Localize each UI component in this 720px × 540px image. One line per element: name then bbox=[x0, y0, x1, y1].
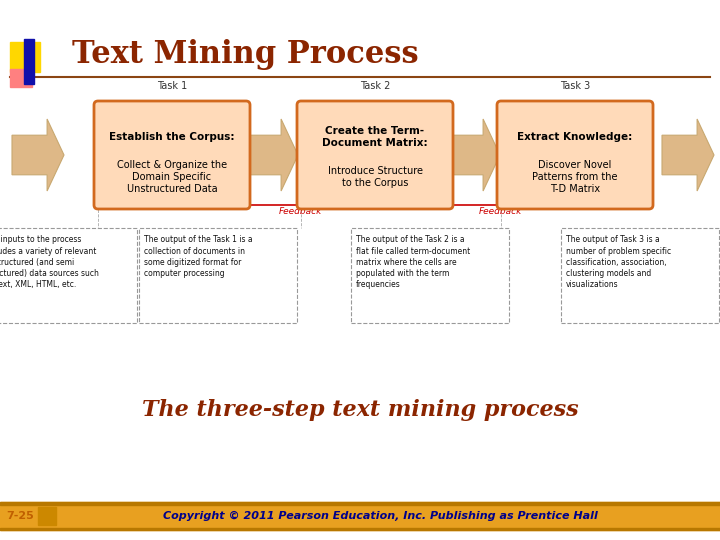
Polygon shape bbox=[246, 119, 298, 191]
Bar bbox=[0, 528, 720, 530]
Text: Discover Novel
Patterns from the
T-D Matrix: Discover Novel Patterns from the T-D Mat… bbox=[532, 160, 618, 194]
Text: Feedback: Feedback bbox=[478, 207, 522, 216]
Text: Collect & Organize the
Domain Specific
Unstructured Data: Collect & Organize the Domain Specific U… bbox=[117, 160, 227, 194]
Bar bbox=[10, 69, 32, 87]
Text: The inputs to the process
includes a variety of relevant
unstructured (and semi
: The inputs to the process includes a var… bbox=[0, 235, 99, 289]
Bar bbox=[10, 42, 40, 72]
Text: Task 2: Task 2 bbox=[360, 81, 390, 91]
FancyBboxPatch shape bbox=[351, 227, 509, 322]
Text: 7-25: 7-25 bbox=[6, 511, 34, 521]
FancyBboxPatch shape bbox=[297, 101, 453, 209]
Text: The three-step text mining process: The three-step text mining process bbox=[142, 399, 578, 421]
Bar bbox=[38, 507, 56, 525]
Text: Create the Term-
Document Matrix:: Create the Term- Document Matrix: bbox=[322, 126, 428, 148]
Polygon shape bbox=[662, 119, 714, 191]
FancyBboxPatch shape bbox=[497, 101, 653, 209]
Text: Text Mining Process: Text Mining Process bbox=[72, 38, 418, 70]
Bar bbox=[24, 39, 34, 84]
Text: Task 3: Task 3 bbox=[560, 81, 590, 91]
Text: Task 1: Task 1 bbox=[157, 81, 187, 91]
Text: The output of the Task 2 is a
flat file called term-document
matrix where the ce: The output of the Task 2 is a flat file … bbox=[356, 235, 470, 289]
FancyBboxPatch shape bbox=[94, 101, 250, 209]
Text: The output of the Task 1 is a
collection of documents in
some digitized format f: The output of the Task 1 is a collection… bbox=[144, 235, 253, 278]
Text: Introduce Structure
to the Corpus: Introduce Structure to the Corpus bbox=[328, 166, 423, 188]
Text: Copyright © 2011 Pearson Education, Inc. Publishing as Prentice Hall: Copyright © 2011 Pearson Education, Inc.… bbox=[163, 511, 598, 521]
FancyBboxPatch shape bbox=[0, 227, 137, 322]
FancyBboxPatch shape bbox=[139, 227, 297, 322]
Bar bbox=[0, 502, 720, 504]
FancyBboxPatch shape bbox=[561, 227, 719, 322]
Text: The output of Task 3 is a
number of problem specific
classification, association: The output of Task 3 is a number of prob… bbox=[566, 235, 671, 289]
Polygon shape bbox=[448, 119, 500, 191]
Bar bbox=[0, 502, 720, 530]
Text: Extract Knowledge:: Extract Knowledge: bbox=[518, 132, 633, 142]
Polygon shape bbox=[12, 119, 64, 191]
Text: Feedback: Feedback bbox=[279, 207, 322, 216]
Text: Establish the Corpus:: Establish the Corpus: bbox=[109, 132, 235, 142]
